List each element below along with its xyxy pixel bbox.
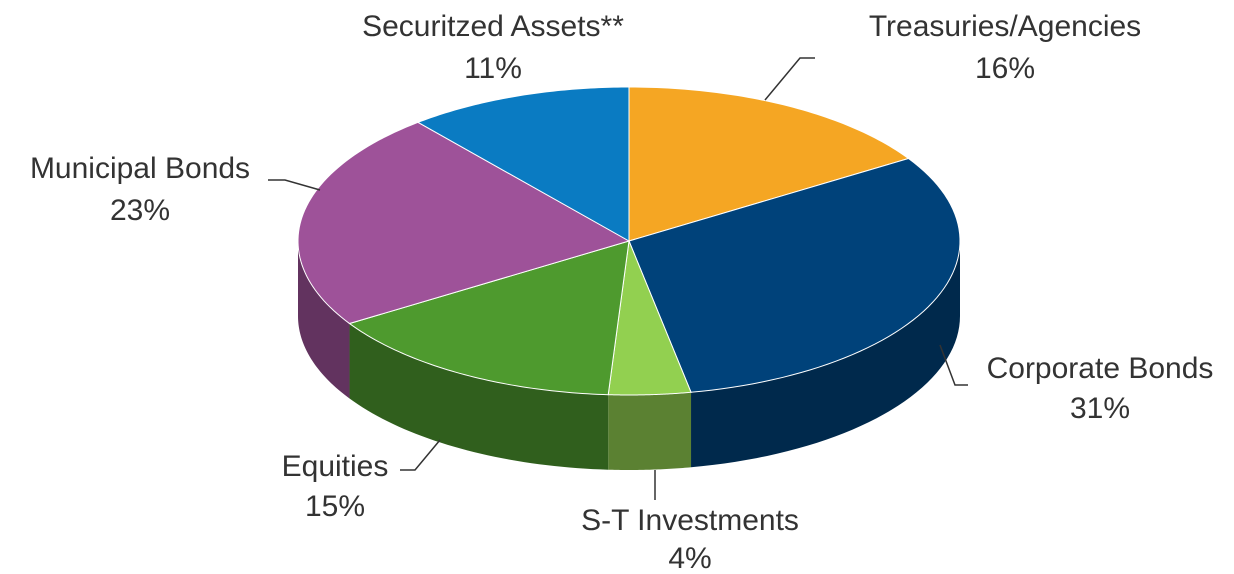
slice-label: Corporate Bonds xyxy=(987,352,1214,385)
slice-side xyxy=(691,241,960,468)
slice-side xyxy=(298,241,350,399)
slice-value-label: 15% xyxy=(305,490,365,523)
leader-line xyxy=(764,57,815,101)
slice-side xyxy=(349,323,609,470)
slice-value-label: 4% xyxy=(668,542,711,574)
slice xyxy=(628,157,961,393)
slice-value-label: 11% xyxy=(464,52,522,85)
slice xyxy=(607,239,692,396)
slice-value-label: 23% xyxy=(110,194,170,227)
slice-label: Treasuries/Agencies xyxy=(869,10,1141,43)
slice-label: Securitzed Assets** xyxy=(362,10,624,43)
slice-label: Municipal Bonds xyxy=(30,152,250,185)
slice-value-label: 31% xyxy=(1070,392,1130,425)
leader-line xyxy=(939,344,968,386)
slice-value-label: 16% xyxy=(975,52,1035,85)
leader-line xyxy=(268,179,321,191)
slice xyxy=(628,86,910,242)
slice xyxy=(348,240,630,396)
slice xyxy=(297,121,631,325)
slice xyxy=(416,86,630,242)
slice-side xyxy=(608,392,692,470)
slice-label: S-T Investments xyxy=(581,504,799,537)
slice-label: Equities xyxy=(282,450,389,483)
leader-line xyxy=(400,439,441,471)
